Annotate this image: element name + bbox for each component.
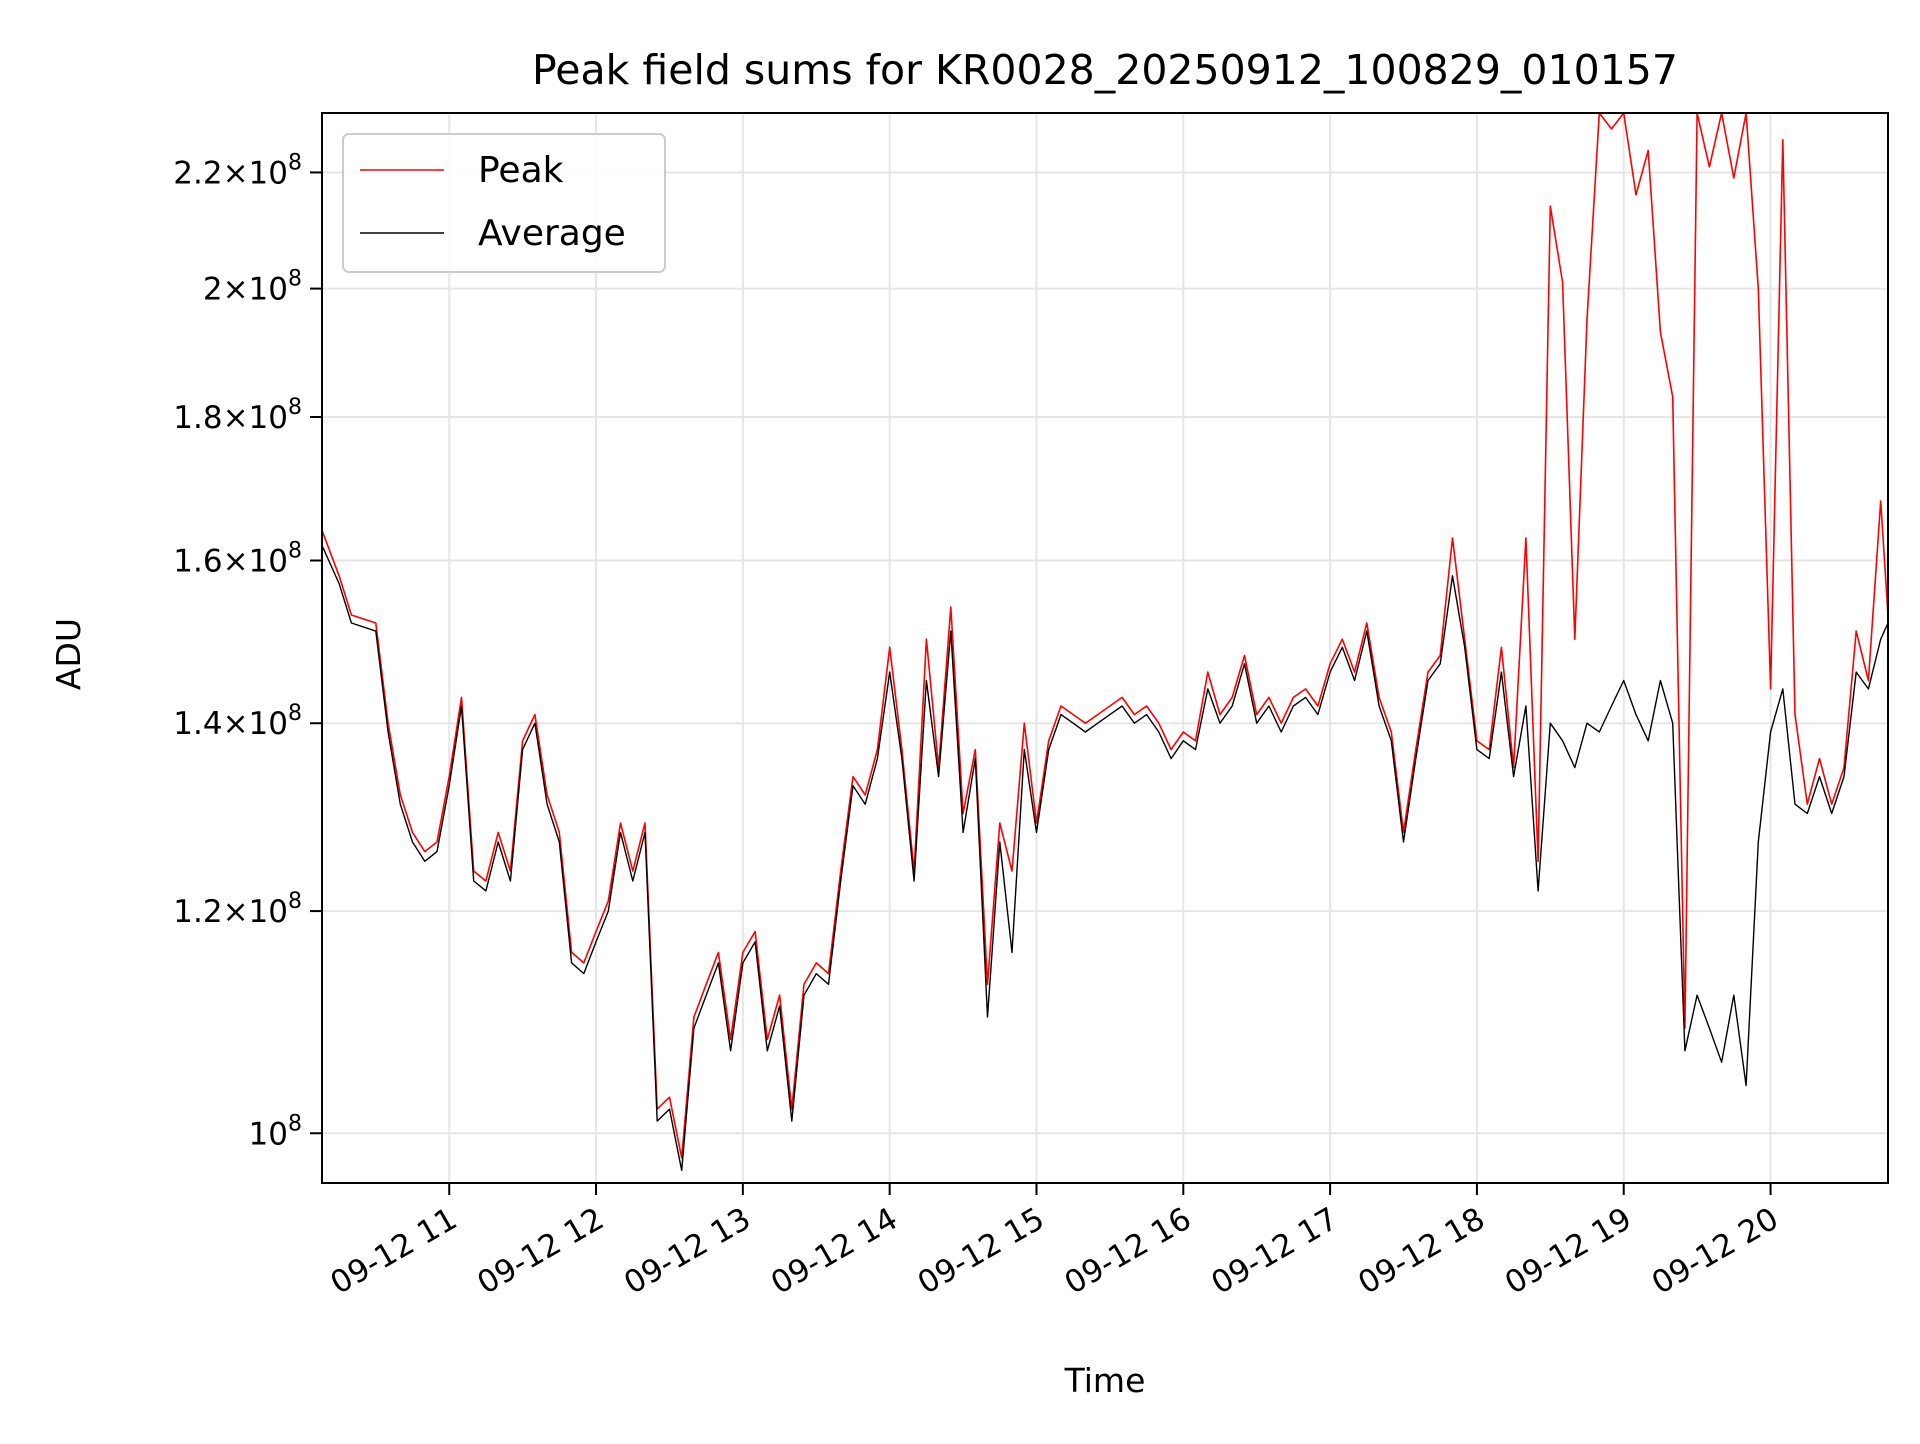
legend: Peak Average [342, 133, 666, 273]
y-tick-label: 2×108 [203, 267, 302, 308]
y-tick-label: 1.6×108 [173, 539, 302, 580]
legend-label-average: Average [478, 213, 626, 254]
plot-frame [321, 112, 1889, 1184]
series-layer [321, 112, 1889, 1172]
y-axis-label: ADU [49, 618, 88, 690]
x-axis-label: Time [1064, 1361, 1146, 1400]
chart-title: Peak field sums for KR0028_20250912_1008… [532, 46, 1678, 94]
y-tick-label: 108 [249, 1111, 302, 1152]
y-tick-label: 1.8×108 [173, 395, 302, 436]
y-axis: 108 1.2×108 1.4×108 1.6×108 1.8×108 2×108 2.2×… [173, 150, 322, 1152]
legend-box [342, 133, 666, 273]
y-tick-label: 2.2×108 [173, 150, 302, 191]
y-tick-label: 1.4×108 [173, 701, 302, 742]
series-line-peak [321, 112, 1889, 1159]
grid [322, 113, 1888, 1183]
y-tick-label: 1.2×108 [173, 889, 302, 930]
series-line-average [321, 545, 1889, 1172]
legend-label-peak: Peak [478, 150, 564, 191]
